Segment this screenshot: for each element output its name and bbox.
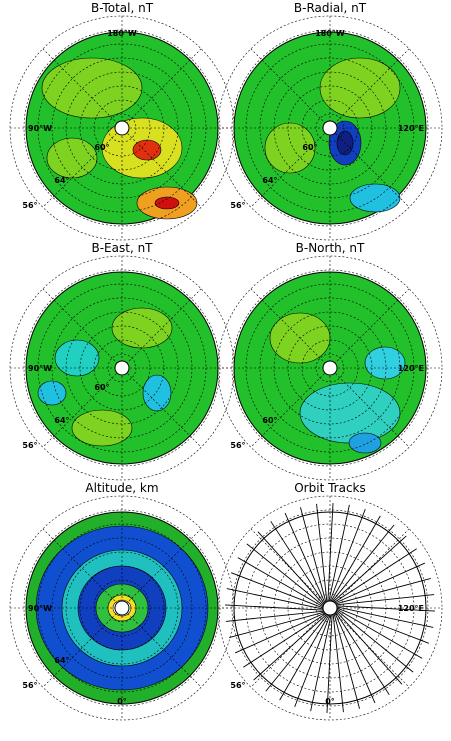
latitude-label: 56° bbox=[22, 681, 37, 690]
contour-region bbox=[300, 383, 400, 443]
contour-region bbox=[112, 308, 172, 348]
panel: B-Radial, nT 180°W 120°E 60° 64° 56° bbox=[218, 1, 442, 240]
contour-region bbox=[320, 58, 400, 118]
latitude-label: 64° bbox=[54, 656, 69, 665]
panel-title: B-North, nT bbox=[296, 241, 365, 255]
latitude-label: 56° bbox=[22, 441, 37, 450]
contour-region bbox=[55, 340, 99, 376]
longitude-label: 120°E bbox=[398, 124, 424, 133]
contour-region bbox=[365, 347, 405, 379]
panel-title: B-Total, nT bbox=[91, 1, 154, 15]
contour-region bbox=[42, 58, 142, 118]
figure: B-Total, nT180°W90°W60°64°56°B-Radial, n… bbox=[0, 0, 451, 741]
pole bbox=[115, 121, 129, 135]
contour-region bbox=[350, 184, 400, 212]
latitude-label: 60° bbox=[94, 143, 109, 152]
contour-region bbox=[72, 410, 132, 446]
longitude-label: 90°W bbox=[28, 124, 52, 133]
pole bbox=[115, 361, 129, 375]
contour-region bbox=[47, 138, 97, 178]
pole bbox=[115, 601, 129, 615]
pole bbox=[323, 121, 337, 135]
latitude-label: 64° bbox=[54, 416, 69, 425]
latitude-label: 56° bbox=[230, 681, 245, 690]
latitude-label: 64° bbox=[262, 176, 277, 185]
latitude-label: 56° bbox=[230, 201, 245, 210]
latitude-label: 56° bbox=[22, 201, 37, 210]
latitude-label: 60° bbox=[94, 383, 109, 392]
longitude-label: 120°E bbox=[398, 604, 424, 613]
panel-title: B-Radial, nT bbox=[294, 1, 367, 15]
longitude-label: 0° bbox=[325, 697, 335, 706]
panel: B-Total, nT 180°W 90°W 60° 64° 56° bbox=[10, 1, 234, 240]
panel: B-North, nT 120°E 60° 56° bbox=[218, 241, 442, 480]
latitude-label: 60° bbox=[302, 143, 317, 152]
longitude-label: 180°W bbox=[315, 29, 345, 38]
panel-title: B-East, nT bbox=[91, 241, 153, 255]
longitude-label: 90°W bbox=[28, 364, 52, 373]
latitude-label: 60° bbox=[262, 416, 277, 425]
pole bbox=[323, 601, 337, 615]
longitude-label: 180°W bbox=[107, 29, 137, 38]
panel: Orbit Tracks 120°E 0° 56° bbox=[218, 481, 442, 720]
longitude-label: 0° bbox=[117, 697, 127, 706]
contour-region bbox=[38, 381, 66, 405]
pole bbox=[323, 361, 337, 375]
panel: Altitude, km 90°W 0° 64° 56° bbox=[10, 481, 234, 720]
longitude-label: 90°W bbox=[28, 604, 52, 613]
latitude-label: 56° bbox=[230, 441, 245, 450]
longitude-label: 120°E bbox=[398, 364, 424, 373]
panel-title: Altitude, km bbox=[85, 481, 158, 495]
contour-region bbox=[349, 433, 381, 453]
panel: B-East, nT 90°W 60° 64° 56° bbox=[10, 241, 234, 480]
latitude-label: 64° bbox=[54, 176, 69, 185]
panel-title: Orbit Tracks bbox=[294, 481, 366, 495]
